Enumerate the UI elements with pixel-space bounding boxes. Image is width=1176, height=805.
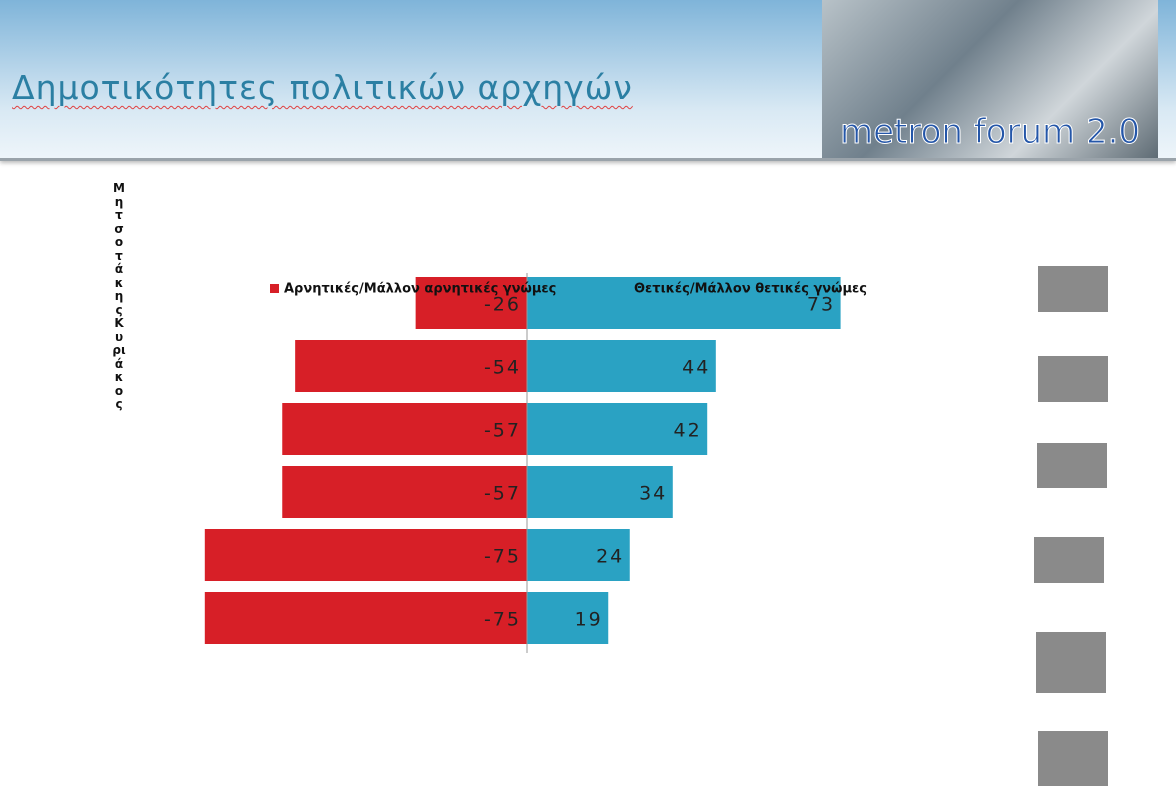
bar xyxy=(526,402,709,456)
photo xyxy=(1038,356,1108,402)
value-label: 73 xyxy=(807,294,835,316)
bar xyxy=(294,339,528,393)
value-label: 19 xyxy=(575,609,603,631)
legend-label: Θετικές/Μάλλον θετικές γνώμες xyxy=(634,282,867,297)
value-label: -26 xyxy=(484,294,521,316)
bar xyxy=(203,591,528,645)
value-label: -75 xyxy=(484,546,521,568)
photo xyxy=(1034,537,1104,583)
logo-text: metron forum 2.0 xyxy=(839,112,1141,153)
legend-label: Αρνητικές/Μάλλον αρνητικές γνώμες xyxy=(284,282,556,297)
value-label: -57 xyxy=(484,483,521,505)
value-label: 44 xyxy=(682,357,710,379)
value-label: -75 xyxy=(484,609,521,631)
bar xyxy=(526,339,717,393)
value-label: -57 xyxy=(484,420,521,442)
value-label: -54 xyxy=(484,357,521,379)
bar xyxy=(281,402,528,456)
photo xyxy=(1037,443,1107,488)
bar xyxy=(281,465,528,519)
bar xyxy=(203,528,528,582)
bar xyxy=(526,528,631,582)
legend-swatch xyxy=(270,284,279,293)
slide-title: Δημοτικότητες πολιτικών αρχηγών xyxy=(12,68,633,107)
legend-swatch xyxy=(620,284,629,293)
photo xyxy=(1036,632,1106,693)
photo xyxy=(1038,266,1108,312)
value-label: 24 xyxy=(596,546,624,568)
bar xyxy=(526,276,842,330)
value-label: 34 xyxy=(639,483,667,505)
bar xyxy=(526,591,610,645)
header: Δημοτικότητες πολιτικών αρχηγών metron f… xyxy=(0,0,1176,161)
value-label: 42 xyxy=(674,420,702,442)
logo: metron forum 2.0 xyxy=(822,0,1158,158)
category-label: Μητσοτάκης Κυριάκος xyxy=(112,181,126,411)
photo xyxy=(1038,731,1108,786)
bar xyxy=(526,465,674,519)
